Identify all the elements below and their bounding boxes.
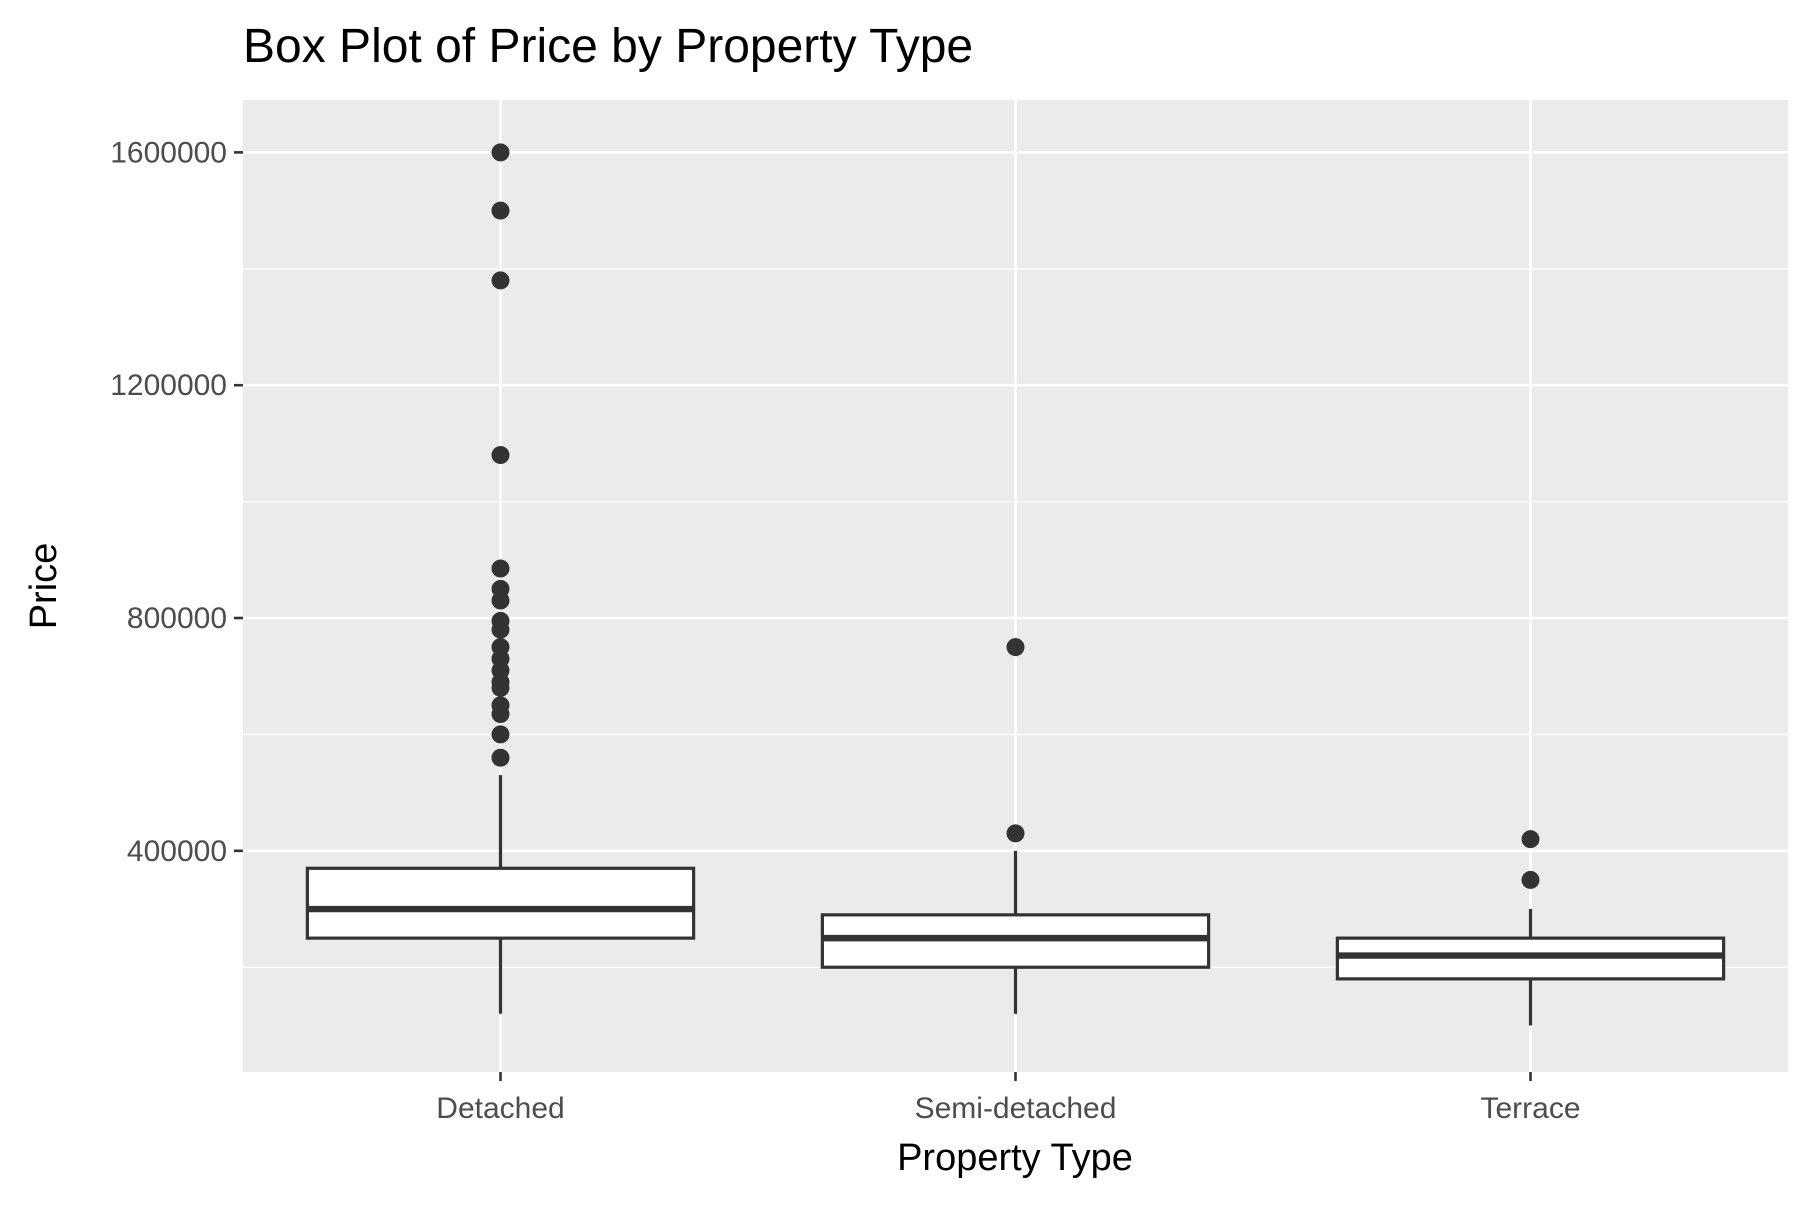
x-tick-label: Detached [436,1092,564,1125]
x-tick-label: Semi-detached [915,1092,1117,1125]
outlier-point [491,696,510,715]
boxes-layer [305,143,1726,1026]
axis-ticks: 400000 800000 1200000 1600000 Detached Semi-d… [110,136,1580,1125]
x-tick-label: Terrace [1480,1092,1580,1125]
y-tick-label: 800000 [127,602,227,635]
iqr-box [305,866,696,940]
y-tick-label: 1200000 [110,369,227,402]
x-axis-title: Property Type [897,1137,1133,1179]
outlier-point [1006,638,1025,657]
box-group-terrace [1335,830,1726,1026]
chart-title: Box Plot of Price by Property Type [243,20,973,73]
box-group-semi-detached [820,638,1211,1014]
outlier-point [1521,870,1540,889]
outlier-point [491,271,510,290]
outlier-point [491,579,510,598]
outlier-point [491,446,510,465]
outlier-point [1006,824,1025,843]
outlier-point [491,638,510,657]
box-group-detached [305,143,696,1014]
outlier-point [491,748,510,767]
outlier-point [491,201,510,220]
outlier-point [491,725,510,744]
y-tick-label: 400000 [127,835,227,868]
y-tick-label: 1600000 [110,136,227,169]
outlier-point [1521,830,1540,849]
outlier-point [491,143,510,162]
outlier-point [491,611,510,630]
y-axis-title: Price [23,543,65,630]
outlier-point [491,559,510,578]
